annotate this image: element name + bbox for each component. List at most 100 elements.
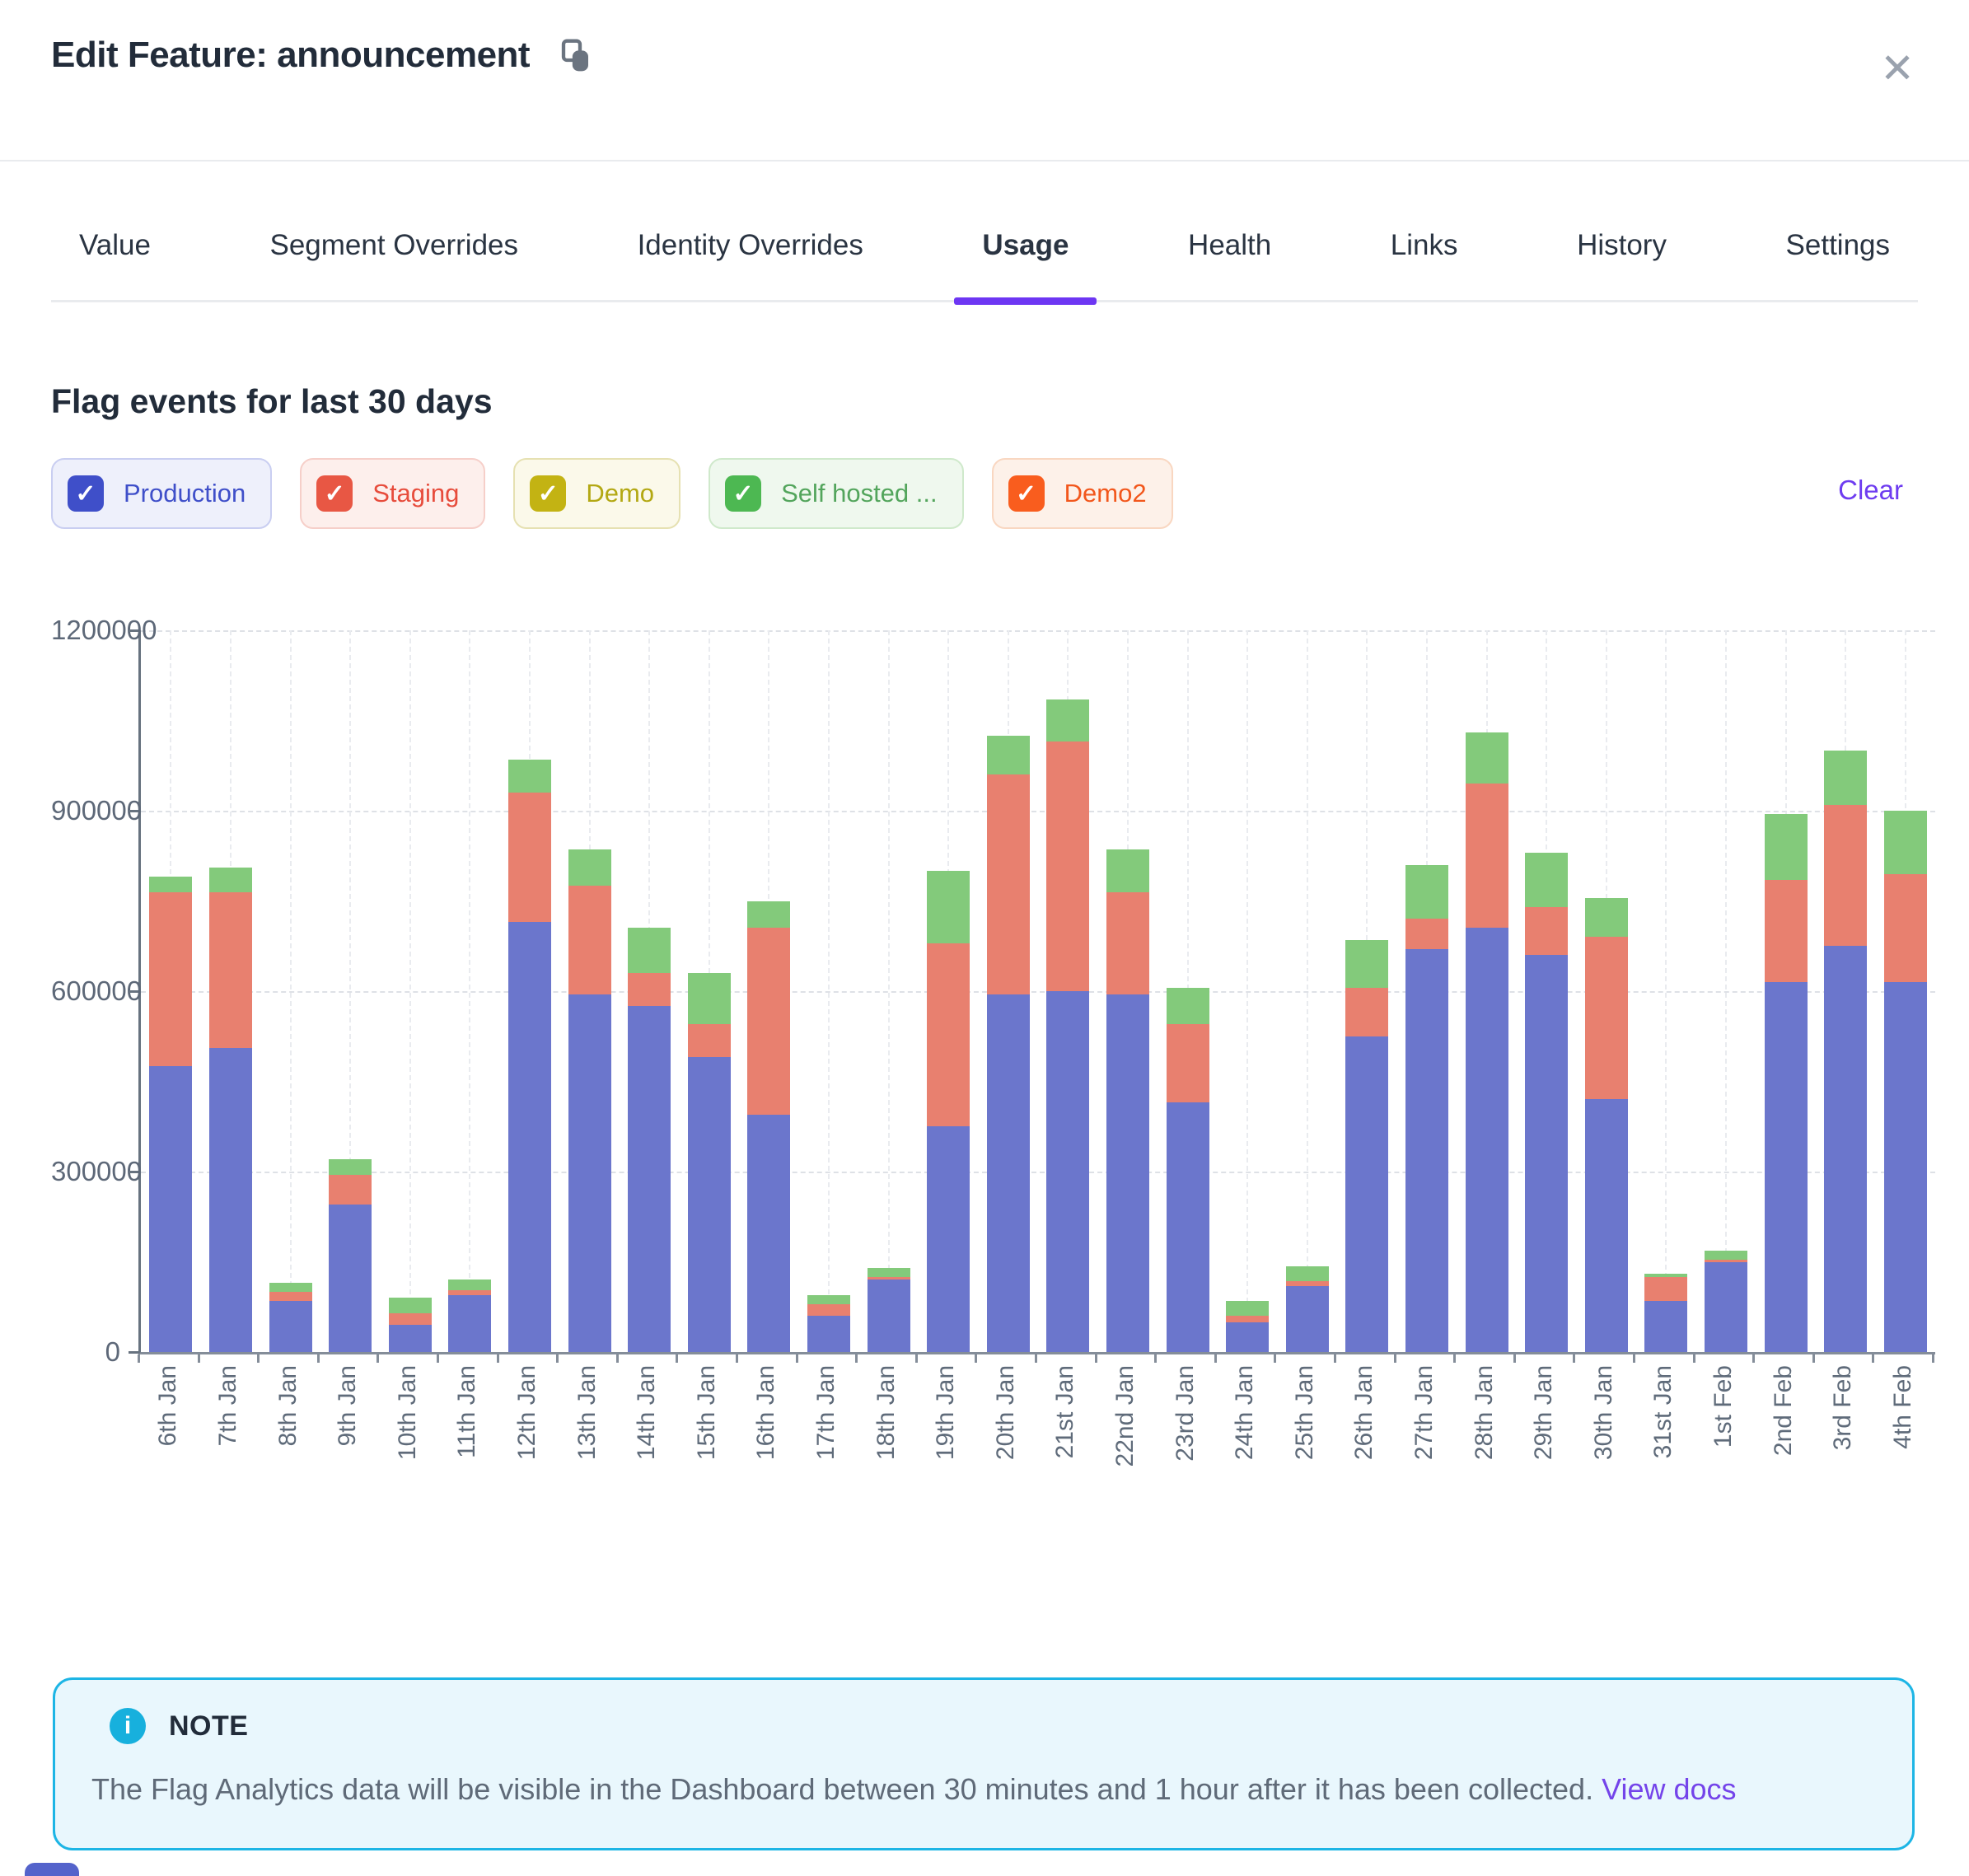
x-axis-tick <box>1035 1354 1037 1363</box>
tab-links[interactable]: Links <box>1390 229 1458 261</box>
filter-chip-demo[interactable]: ✓ Demo <box>513 458 681 529</box>
stacked-bar-9th-jan <box>329 1159 372 1352</box>
bar-segment-self-hosted <box>1525 853 1569 907</box>
x-axis-tick-label: 2nd Feb <box>1769 1365 1797 1457</box>
checkbox-checked-icon[interactable]: ✓ <box>68 475 104 512</box>
bar-segment-production <box>1525 955 1569 1352</box>
x-axis-tick-label: 1st Feb <box>1709 1365 1737 1448</box>
x-axis-tick-label: 22nd Jan <box>1111 1365 1139 1467</box>
bar-segment-production <box>149 1066 193 1352</box>
stacked-bar-24th-jan <box>1226 1300 1270 1352</box>
stacked-bar-31st-jan <box>1644 1274 1688 1352</box>
stacked-bar-22nd-jan <box>1106 849 1149 1352</box>
x-axis-tick-label: 17th Jan <box>811 1365 840 1461</box>
bar-segment-self-hosted <box>747 901 791 929</box>
view-docs-link[interactable]: View docs <box>1602 1772 1737 1806</box>
bar-segment-self-hosted <box>1226 1300 1270 1317</box>
x-axis-tick <box>197 1354 200 1363</box>
x-axis-tick-label: 10th Jan <box>393 1365 421 1461</box>
y-axis-tick <box>129 810 138 812</box>
x-axis-tick <box>1334 1354 1336 1363</box>
x-axis-tick <box>1573 1354 1576 1363</box>
checkbox-checked-icon[interactable]: ✓ <box>316 475 353 512</box>
checkbox-checked-icon[interactable]: ✓ <box>530 475 567 512</box>
clear-filters-button[interactable]: Clear <box>1838 475 1903 505</box>
partially-scrolled-button[interactable] <box>25 1863 79 1876</box>
tab-health[interactable]: Health <box>1188 229 1272 261</box>
bar-segment-staging <box>807 1303 850 1317</box>
y-axis-tick-label: 600000 <box>51 975 143 1006</box>
checkbox-checked-icon[interactable]: ✓ <box>725 475 762 512</box>
vertical-gridline <box>887 630 890 1352</box>
filter-chip-label: Self hosted ... <box>781 479 938 508</box>
filter-chip-demo2[interactable]: ✓ Demo2 <box>991 458 1173 529</box>
bar-segment-staging <box>1824 804 1868 947</box>
x-axis-tick-label: 20th Jan <box>991 1365 1019 1461</box>
bar-segment-production <box>1883 982 1927 1352</box>
close-icon[interactable]: ✕ <box>1880 45 1915 91</box>
copy-icon[interactable] <box>559 38 592 78</box>
note-text: The Flag Analytics data will be visible … <box>91 1772 1594 1806</box>
bar-segment-staging <box>927 943 970 1127</box>
filter-chip-label: Staging <box>372 479 460 508</box>
bar-segment-staging <box>1883 873 1927 983</box>
x-axis-tick-label: 12th Jan <box>512 1365 540 1461</box>
stacked-bar-13th-jan <box>568 849 611 1352</box>
bar-segment-production <box>1465 928 1508 1352</box>
filter-chip-self-hosted[interactable]: ✓ Self hosted ... <box>709 458 964 529</box>
x-axis-tick-label: 18th Jan <box>872 1365 900 1461</box>
x-axis-tick <box>736 1354 738 1363</box>
bar-segment-production <box>1166 1102 1209 1352</box>
info-icon: i <box>110 1708 146 1744</box>
stacked-bar-19th-jan <box>927 871 970 1352</box>
bar-segment-production <box>986 994 1030 1352</box>
bar-segment-staging <box>1166 1024 1209 1103</box>
tab-usage[interactable]: Usage <box>954 216 1097 305</box>
bar-segment-staging <box>149 891 193 1067</box>
filter-chip-staging[interactable]: ✓ Staging <box>300 458 486 529</box>
tab-bar: Value Segment Overrides Identity Overrides… <box>51 216 1918 305</box>
bar-segment-production <box>269 1300 312 1352</box>
bar-segment-staging <box>208 891 252 1049</box>
bar-segment-staging <box>1345 988 1389 1036</box>
x-axis-tick <box>1274 1354 1277 1363</box>
x-axis-tick-label: 11th Jan <box>453 1365 481 1458</box>
checkbox-checked-icon[interactable]: ✓ <box>1008 475 1045 512</box>
bar-segment-production <box>628 1006 671 1352</box>
x-axis-tick-label: 13th Jan <box>573 1365 601 1461</box>
x-axis-tick-label: 19th Jan <box>932 1365 960 1461</box>
stacked-bar-18th-jan <box>867 1267 910 1352</box>
tab-settings[interactable]: Settings <box>1785 229 1890 261</box>
bar-segment-self-hosted <box>1824 751 1868 805</box>
bar-segment-staging <box>1465 784 1508 929</box>
x-axis-tick <box>615 1354 619 1363</box>
tab-value[interactable]: Value <box>79 229 151 261</box>
tab-history[interactable]: History <box>1577 229 1667 261</box>
x-axis-tick <box>1453 1354 1457 1363</box>
bar-segment-production <box>867 1280 910 1352</box>
bar-segment-staging <box>1285 1280 1329 1286</box>
stacked-bar-29th-jan <box>1525 853 1569 1352</box>
x-axis-tick <box>914 1354 918 1363</box>
vertical-gridline <box>469 630 471 1352</box>
tab-segment-overrides[interactable]: Segment Overrides <box>269 229 519 261</box>
bar-segment-production <box>1285 1285 1329 1352</box>
bar-segment-production <box>208 1048 252 1352</box>
bar-segment-staging <box>867 1276 910 1280</box>
x-axis-tick <box>855 1354 858 1363</box>
x-axis-tick-label: 9th Jan <box>334 1365 362 1447</box>
stacked-bar-3rd-feb <box>1824 751 1868 1352</box>
bar-segment-staging <box>448 1289 492 1295</box>
bar-segment-production <box>1046 991 1090 1352</box>
filter-chip-production[interactable]: ✓ Production <box>51 458 273 529</box>
horizontal-gridline <box>141 991 1935 993</box>
tab-identity-overrides[interactable]: Identity Overrides <box>637 229 863 261</box>
x-axis-tick-label: 3rd Feb <box>1829 1365 1857 1451</box>
bar-segment-self-hosted <box>507 759 551 793</box>
bar-segment-self-hosted <box>927 871 970 943</box>
header-divider <box>0 160 1969 161</box>
stacked-bar-26th-jan <box>1345 939 1389 1352</box>
bar-segment-self-hosted <box>867 1267 910 1277</box>
note-body: The Flag Analytics data will be visible … <box>91 1764 1871 1815</box>
